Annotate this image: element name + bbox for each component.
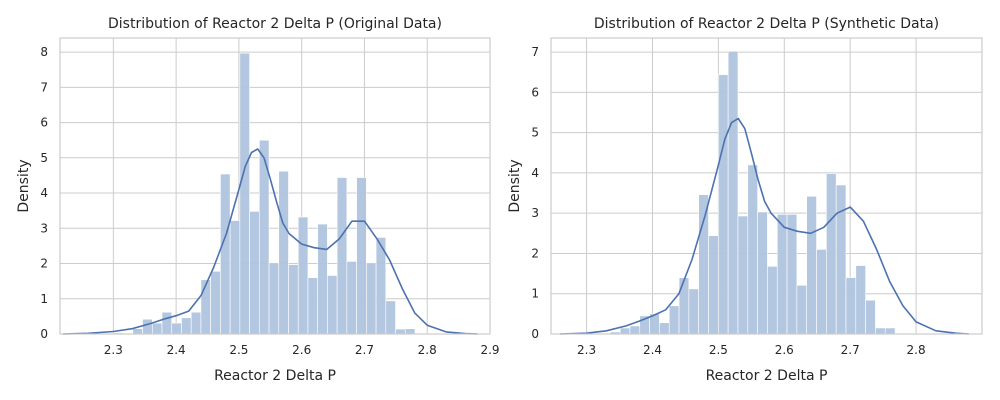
histogram-bar bbox=[278, 170, 289, 335]
histogram-bar bbox=[220, 173, 231, 335]
x-tick-label: 2.4 bbox=[167, 343, 186, 357]
y-tick-label: 2 bbox=[531, 246, 539, 260]
y-tick-label: 1 bbox=[40, 292, 48, 306]
x-tick-label: 2.5 bbox=[709, 343, 728, 357]
y-tick-label: 5 bbox=[531, 126, 539, 140]
histogram-bar bbox=[786, 214, 798, 335]
histogram-bar bbox=[845, 277, 857, 335]
x-axis-label: Reactor 2 Delta P bbox=[706, 368, 828, 384]
chart-original-data: 2.3 2.4 2.5 2.6 2.7 2.8 2.9 0 1 2 3 4 5 6 7 8 Distributi… bbox=[16, 16, 500, 384]
histogram-bar bbox=[132, 328, 143, 335]
histogram-bar bbox=[796, 284, 808, 335]
histogram-bar bbox=[317, 223, 328, 335]
plot-frame bbox=[59, 37, 491, 335]
y-tick-label: 5 bbox=[40, 151, 48, 165]
chart-title: Distribution of Reactor 2 Delta P (Origi… bbox=[108, 16, 442, 32]
y-tick-label: 6 bbox=[531, 85, 539, 99]
y-tick-label: 4 bbox=[40, 186, 48, 200]
x-tick-label: 2.8 bbox=[907, 343, 926, 357]
histogram-bar bbox=[161, 311, 173, 335]
x-tick-label: 2.7 bbox=[355, 343, 374, 357]
y-tick-label: 0 bbox=[40, 327, 48, 341]
histogram-bar bbox=[307, 277, 318, 335]
y-tick-label: 2 bbox=[40, 257, 48, 271]
histogram-bar bbox=[356, 177, 367, 335]
histogram-bar bbox=[629, 325, 641, 335]
histogram-bar bbox=[297, 216, 309, 335]
histogram-bar bbox=[816, 249, 827, 335]
histogram-bar bbox=[404, 328, 416, 335]
histogram-bar bbox=[142, 318, 153, 335]
histogram-bar bbox=[776, 214, 788, 335]
x-tick-label: 2.9 bbox=[480, 343, 499, 357]
histogram-bar bbox=[336, 177, 348, 335]
histogram-bar bbox=[171, 322, 182, 335]
y-axis-label: Density bbox=[507, 159, 523, 212]
histogram-bar bbox=[181, 317, 192, 335]
histogram-bar bbox=[737, 215, 749, 335]
y-tick-label: 7 bbox=[40, 80, 48, 94]
histogram-bar bbox=[806, 195, 817, 335]
y-tick-label: 1 bbox=[531, 287, 539, 301]
x-tick-label: 2.6 bbox=[292, 343, 311, 357]
histogram-bar bbox=[884, 327, 896, 335]
histogram-bar bbox=[708, 235, 719, 335]
histogram-bar bbox=[200, 279, 211, 335]
histogram-bar bbox=[698, 194, 709, 335]
x-tick-label: 2.7 bbox=[841, 343, 860, 357]
x-tick-label: 2.4 bbox=[643, 343, 662, 357]
histogram-bar bbox=[249, 211, 260, 335]
x-tick-label: 2.3 bbox=[577, 343, 596, 357]
y-tick-label: 3 bbox=[531, 206, 539, 220]
histogram-bar bbox=[619, 327, 631, 335]
histogram-bar bbox=[385, 300, 396, 335]
histogram-bar bbox=[327, 275, 338, 335]
plot-frame bbox=[550, 37, 983, 335]
histogram-bar bbox=[678, 277, 690, 335]
x-tick-label: 2.8 bbox=[418, 343, 437, 357]
y-tick-label: 0 bbox=[531, 327, 539, 341]
histogram-bar bbox=[747, 164, 758, 335]
chart-title: Distribution of Reactor 2 Delta P (Synth… bbox=[594, 16, 939, 32]
kde-line bbox=[560, 117, 969, 335]
histogram-bar bbox=[826, 173, 837, 335]
histogram-bar bbox=[229, 220, 241, 335]
histogram-bar bbox=[346, 261, 357, 335]
y-tick-label: 8 bbox=[40, 45, 48, 59]
histogram-bar bbox=[727, 50, 739, 335]
y-tick-label: 7 bbox=[531, 45, 539, 59]
x-tick-label: 2.3 bbox=[104, 343, 123, 357]
x-tick-label: 2.6 bbox=[775, 343, 794, 357]
histogram-bar bbox=[718, 74, 729, 335]
histogram-bar bbox=[268, 262, 280, 335]
histogram-bar bbox=[366, 262, 377, 335]
histogram-bar bbox=[865, 299, 876, 335]
chart-synthetic-data: 2.3 2.4 2.5 2.6 2.7 2.8 0 1 2 3 4 5 6 7 Distribution o… bbox=[507, 16, 983, 384]
histogram-bar bbox=[855, 265, 866, 335]
kde-line bbox=[63, 148, 478, 335]
y-tick-label: 4 bbox=[531, 166, 539, 180]
y-axis-label: Density bbox=[16, 159, 32, 212]
histogram-bar bbox=[875, 327, 886, 335]
histogram-bar bbox=[395, 328, 406, 335]
histogram-bar bbox=[767, 266, 778, 335]
histogram-bar bbox=[757, 211, 768, 335]
histogram-bar bbox=[835, 184, 847, 335]
y-tick-label: 6 bbox=[40, 116, 48, 130]
histogram-bar bbox=[190, 311, 202, 335]
histogram-bar bbox=[688, 288, 699, 335]
x-axis-label: Reactor 2 Delta P bbox=[214, 368, 336, 384]
histogram-bar bbox=[151, 322, 163, 335]
histogram-bar bbox=[668, 305, 680, 335]
histogram-bar bbox=[239, 52, 250, 335]
histogram-bar bbox=[659, 322, 670, 335]
y-tick-label: 3 bbox=[40, 221, 48, 235]
x-tick-label: 2.5 bbox=[229, 343, 248, 357]
histogram-bar bbox=[210, 270, 221, 335]
histogram-bar bbox=[288, 264, 299, 335]
